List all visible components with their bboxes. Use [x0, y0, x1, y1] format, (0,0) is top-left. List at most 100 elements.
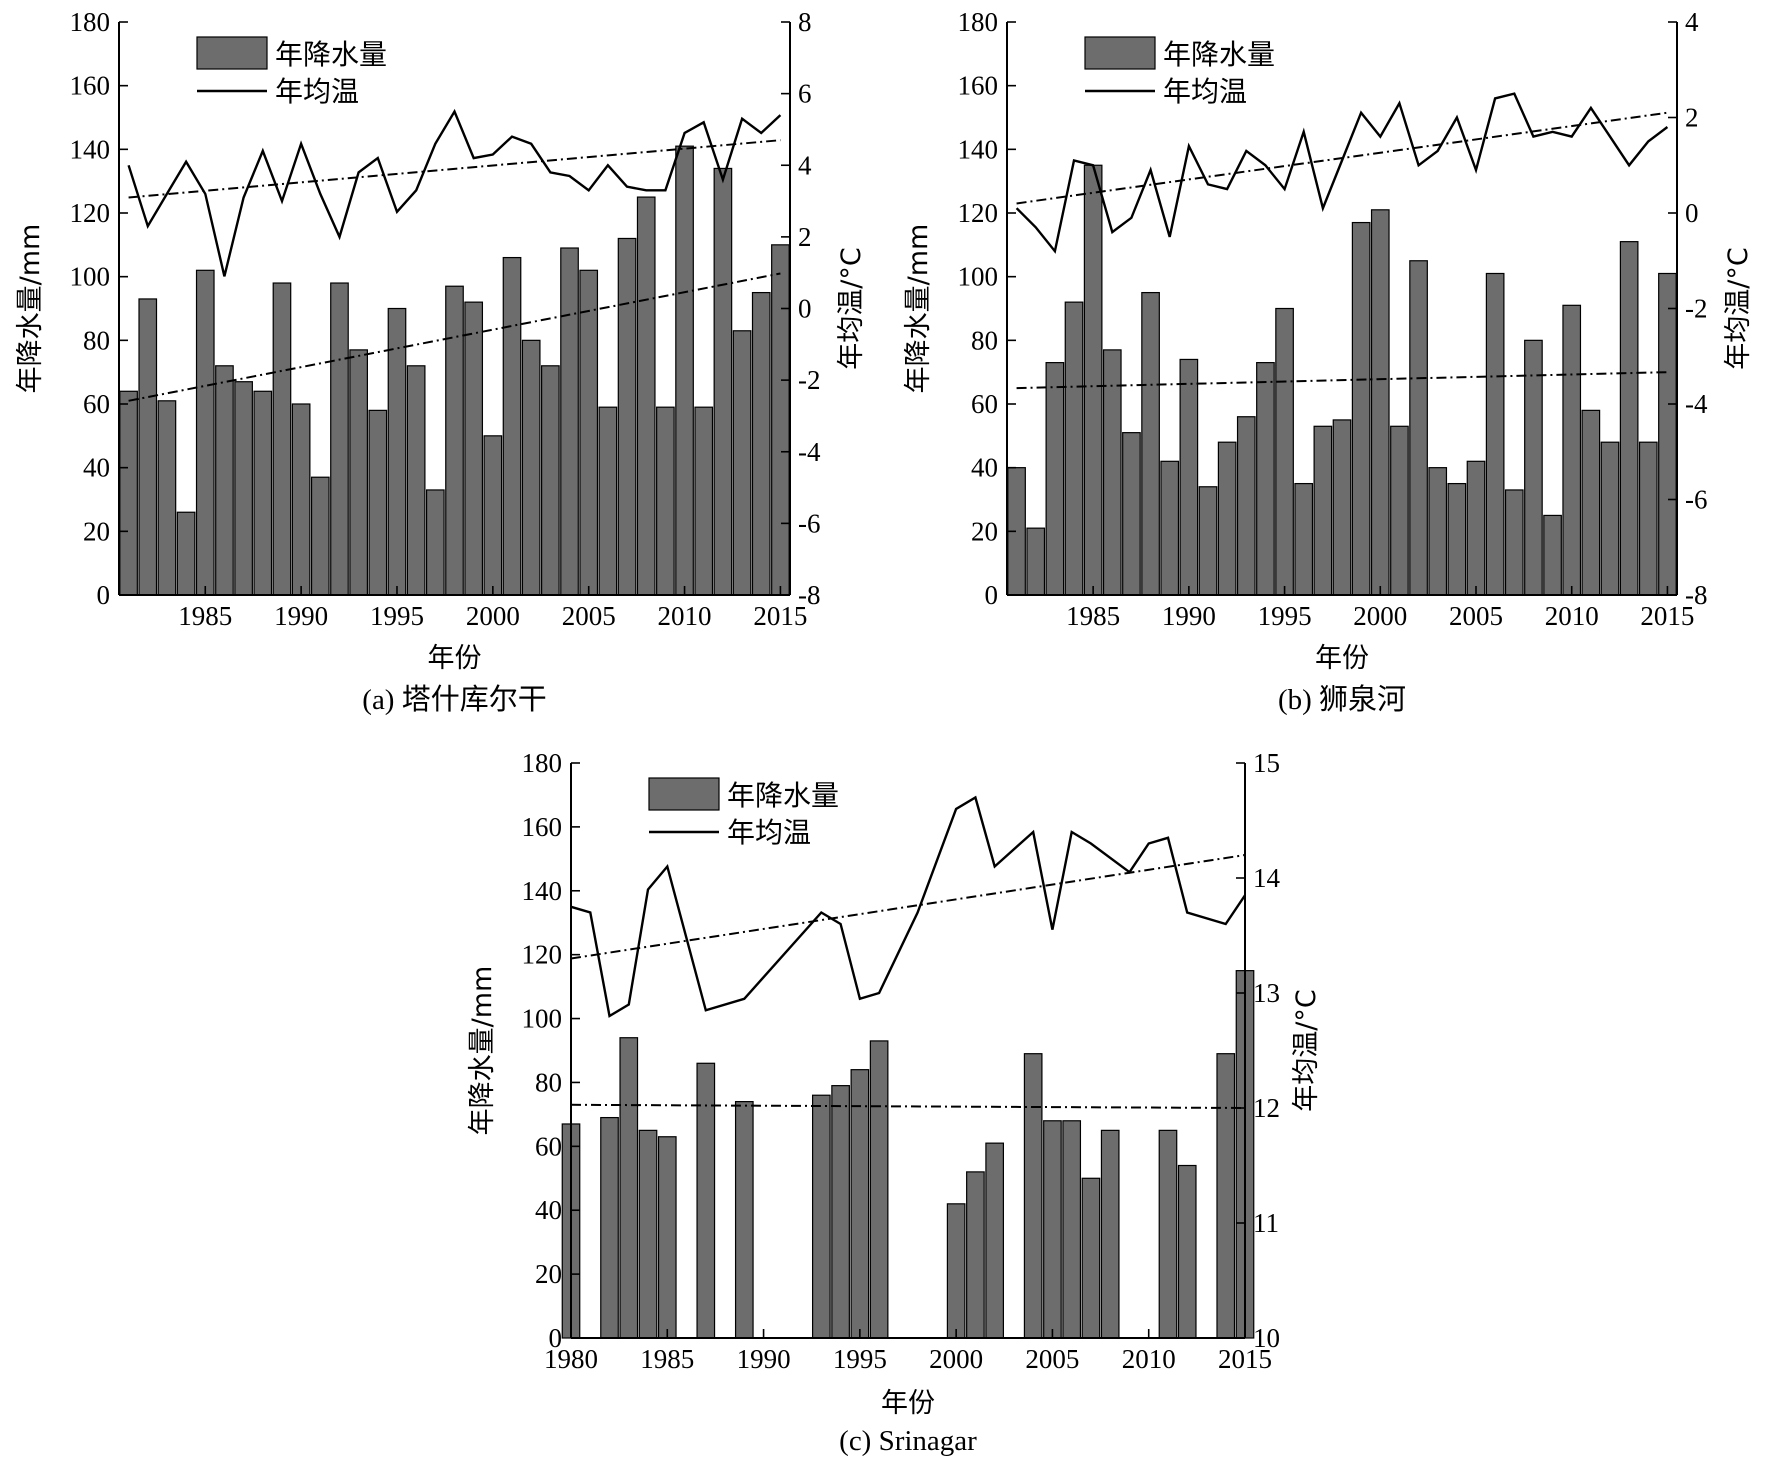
- legend-bar-swatch: [196, 36, 268, 70]
- y-tick-label: 0: [549, 1323, 563, 1353]
- bar: [636, 196, 656, 596]
- bar: [1043, 1120, 1062, 1339]
- bar: [1198, 486, 1218, 596]
- legend-bar-label: 年降水量: [1163, 38, 1275, 71]
- bar: [119, 390, 138, 596]
- bar: [1236, 416, 1256, 596]
- y-tick-label: 0: [985, 580, 999, 610]
- bar: [1562, 304, 1582, 596]
- y2-tick-label: 2: [798, 222, 812, 252]
- bar: [869, 1040, 889, 1339]
- bar: [1216, 1053, 1236, 1339]
- bar: [215, 365, 234, 596]
- x-tick-label: 2010: [1122, 1344, 1176, 1374]
- x-tick-label: 1980: [544, 1344, 598, 1374]
- y-tick-label: 120: [958, 198, 999, 228]
- bar: [157, 400, 177, 596]
- bar: [483, 435, 503, 596]
- x-tick-label: 1990: [1162, 601, 1216, 631]
- bar: [1428, 467, 1448, 596]
- bar: [1294, 482, 1314, 596]
- bar: [638, 1129, 658, 1339]
- bar: [1581, 409, 1601, 596]
- bar: [1504, 489, 1524, 596]
- bar: [1313, 425, 1333, 596]
- y-tick-label: 140: [70, 134, 111, 164]
- x-tick-label: 2015: [1640, 601, 1694, 631]
- bar: [1158, 1129, 1178, 1339]
- trend-line: [570, 854, 1246, 960]
- bar: [1081, 1177, 1101, 1339]
- x-tick-label: 1995: [370, 601, 424, 631]
- bar: [694, 406, 714, 596]
- bar: [330, 282, 349, 596]
- y-tick-label: 180: [958, 7, 999, 37]
- bar: [656, 406, 675, 596]
- bar: [464, 301, 484, 596]
- bar: [1600, 441, 1620, 596]
- y-tick-label: 20: [971, 516, 998, 546]
- bar: [195, 269, 215, 596]
- bar: [1409, 260, 1428, 596]
- x-tick-label: 1995: [833, 1344, 887, 1374]
- y-tick-label: 40: [971, 453, 998, 483]
- x-tick-label: 1985: [178, 601, 232, 631]
- y-tick-label: 100: [522, 1004, 563, 1034]
- y-tick-label: 60: [971, 389, 998, 419]
- bar: [502, 256, 522, 596]
- x-axis-label: 年份: [428, 643, 482, 674]
- legend-bar-label: 年降水量: [727, 779, 839, 812]
- x-tick-label: 1990: [737, 1344, 791, 1374]
- bar: [272, 282, 292, 596]
- bar: [1177, 1164, 1197, 1339]
- bar: [1217, 441, 1237, 596]
- bar: [1256, 362, 1275, 596]
- y-tick-label: 120: [522, 940, 563, 970]
- bar: [713, 167, 733, 596]
- y-tick-label: 140: [522, 876, 563, 906]
- temperature-line: [1015, 92, 1669, 254]
- y-tick-label: 20: [83, 516, 110, 546]
- bar: [310, 476, 330, 596]
- x-tick-label: 2015: [753, 601, 807, 631]
- y2-tick-label: -8: [1685, 580, 1708, 610]
- y2-tick-label: 0: [798, 294, 812, 324]
- bar: [1160, 460, 1180, 596]
- bar: [734, 1101, 754, 1339]
- bar: [138, 298, 158, 596]
- y2-tick-label: 0: [1685, 198, 1699, 228]
- y2-axis-label: 年均温/°C: [1723, 247, 1754, 369]
- bar: [1543, 514, 1562, 596]
- bar: [1370, 209, 1390, 596]
- bar: [406, 365, 426, 596]
- bar: [445, 285, 464, 596]
- x-tick-label: 2005: [1449, 601, 1503, 631]
- x-tick-label: 1990: [274, 601, 328, 631]
- bar: [521, 339, 541, 596]
- legend-bar-label: 年降水量: [275, 38, 387, 71]
- y2-tick-label: 15: [1253, 748, 1280, 778]
- bar: [850, 1069, 870, 1339]
- bar: [675, 145, 694, 596]
- chart-caption: (a) 塔什库尔干: [362, 683, 546, 716]
- bar: [1351, 221, 1371, 596]
- y2-tick-label: 12: [1253, 1093, 1280, 1123]
- x-tick-label: 2000: [1353, 601, 1407, 631]
- bar: [1100, 1129, 1120, 1339]
- x-tick-label: 2005: [1025, 1344, 1079, 1374]
- chart-caption: (b) 狮泉河: [1278, 683, 1406, 716]
- bar: [541, 365, 560, 596]
- y-tick-label: 0: [97, 580, 111, 610]
- x-tick-label: 2010: [1545, 601, 1599, 631]
- bar: [771, 244, 790, 596]
- bar: [176, 511, 196, 596]
- x-tick-label: 2000: [929, 1344, 983, 1374]
- x-tick-label: 1985: [1066, 601, 1120, 631]
- bar: [985, 1142, 1005, 1339]
- bar: [579, 269, 599, 596]
- legend-line-label: 年均温: [727, 816, 811, 849]
- y-tick-label: 60: [83, 389, 110, 419]
- y-tick-label: 180: [522, 748, 563, 778]
- legend-line-label: 年均温: [275, 75, 359, 108]
